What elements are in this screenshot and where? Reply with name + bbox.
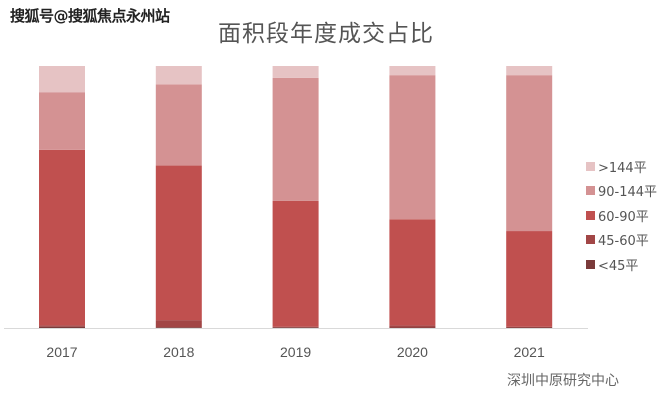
bar-segment-2018-1 [155, 320, 202, 328]
legend-item: <45平 [586, 252, 657, 277]
x-tick-label: 2020 [397, 344, 428, 360]
bar-segment-2017-2 [39, 149, 85, 326]
legend-swatch [586, 235, 595, 245]
bar-segment-2017-3 [39, 92, 85, 150]
x-tick-label: 2017 [46, 344, 77, 360]
bar-segment-2021-2 [506, 231, 553, 327]
bar-segment-2019-3 [272, 77, 319, 201]
bar-segment-2018-3 [155, 84, 202, 166]
bar-segment-2019-1 [272, 326, 319, 328]
legend-swatch [586, 161, 595, 171]
legend-label: >144平 [598, 160, 647, 176]
x-tick-label: 2019 [280, 344, 311, 360]
bar-segment-2021-0 [506, 327, 553, 328]
bar-segment-2017-1 [39, 325, 85, 327]
bar-segment-2018-0 [155, 327, 202, 328]
legend-label: 60-90平 [598, 209, 649, 225]
x-tick-label: 2021 [514, 344, 545, 360]
x-tick-label: 2018 [163, 344, 194, 360]
bar-segment-2017-0 [39, 326, 85, 328]
bar-segment-2020-2 [389, 219, 436, 326]
bar-segment-2019-4 [272, 66, 319, 78]
bar-segment-2021-4 [506, 66, 553, 76]
bar-segment-2020-4 [389, 66, 436, 76]
legend-swatch [586, 259, 595, 269]
watermark: 搜狐号@搜狐焦点永州站 [10, 7, 170, 25]
legend-swatch [586, 186, 595, 196]
legend-label: <45平 [598, 258, 639, 274]
legend-swatch [586, 210, 595, 220]
bar-segment-2021-3 [506, 75, 553, 232]
legend-label: 90-144平 [598, 185, 658, 201]
bar-segment-2020-1 [389, 325, 436, 328]
bar-segment-2019-0 [272, 327, 319, 328]
legend-item: 45-60平 [586, 228, 657, 253]
bar-segment-2021-1 [506, 326, 553, 328]
bar-segment-2020-3 [389, 75, 436, 220]
legend: >144平 90-144平 60-90平 45-60平 <45平 [586, 154, 657, 277]
legend-label: 45-60平 [598, 234, 649, 250]
bar-segment-2019-2 [272, 200, 319, 327]
chart-title: 面积段年度成交占比 [218, 21, 434, 47]
legend-item: 90-144平 [586, 179, 657, 204]
bar-segment-2020-0 [389, 327, 436, 328]
bar-segment-2018-2 [155, 165, 202, 321]
bar-segment-2017-4 [39, 66, 85, 93]
bar-segment-2018-4 [155, 66, 202, 85]
source-note: 深圳中原研究中心 [507, 373, 619, 389]
legend-item: >144平 [586, 154, 657, 179]
legend-item: 60-90平 [586, 203, 657, 228]
